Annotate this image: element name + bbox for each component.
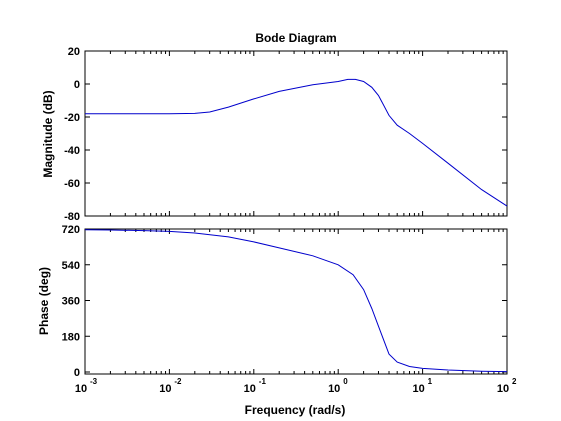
x-tick-label: 10 bbox=[159, 383, 171, 395]
y-tick-label: -20 bbox=[64, 112, 80, 124]
magnitude-ylabel: Magnitude (dB) bbox=[41, 90, 55, 177]
x-tick-label: 10 bbox=[75, 383, 87, 395]
x-tick-label: 10 bbox=[328, 383, 340, 395]
phase-series-line bbox=[84, 229, 508, 373]
magnitude-ticks bbox=[84, 50, 508, 217]
magnitude-y-tick-labels: 20 0 -20 -40 -60 -80 bbox=[64, 46, 80, 223]
y-tick-label: 180 bbox=[62, 331, 80, 343]
x-tick-exponent: 2 bbox=[512, 377, 517, 386]
frequency-xlabel: Frequency (rad/s) bbox=[245, 403, 346, 417]
chart-title: Bode Diagram bbox=[255, 31, 336, 45]
magnitude-series-line bbox=[85, 78, 508, 207]
x-tick-exponent: -3 bbox=[90, 377, 98, 386]
y-tick-label: 0 bbox=[74, 79, 80, 91]
x-tick-exponent: 0 bbox=[343, 377, 348, 386]
x-tick-exponent: -2 bbox=[174, 377, 182, 386]
x-tick-label: 10 bbox=[412, 383, 424, 395]
y-tick-label: 0 bbox=[74, 367, 80, 379]
phase-axes-box bbox=[84, 228, 508, 375]
phase-ylabel: Phase (deg) bbox=[37, 267, 51, 335]
x-tick-label: 10 bbox=[497, 383, 509, 395]
phase-y-tick-labels: 720 540 360 180 0 bbox=[62, 224, 80, 379]
y-tick-label: 720 bbox=[62, 224, 80, 236]
x-tick-label: 10 bbox=[244, 383, 256, 395]
x-tick-exponent: -1 bbox=[259, 377, 267, 386]
y-tick-label: 20 bbox=[68, 46, 80, 58]
phase-ticks bbox=[84, 228, 508, 374]
y-tick-label: -80 bbox=[64, 211, 80, 223]
y-tick-label: 540 bbox=[62, 260, 80, 272]
magnitude-axes-box bbox=[84, 50, 508, 217]
y-tick-label: 360 bbox=[62, 296, 80, 308]
y-tick-label: -60 bbox=[64, 178, 80, 190]
magnitude-panel: 20 0 -20 -40 -60 -80 Magnitude (dB) bbox=[41, 46, 508, 223]
y-tick-label: -40 bbox=[64, 145, 80, 157]
x-tick-exponent: 1 bbox=[428, 377, 433, 386]
